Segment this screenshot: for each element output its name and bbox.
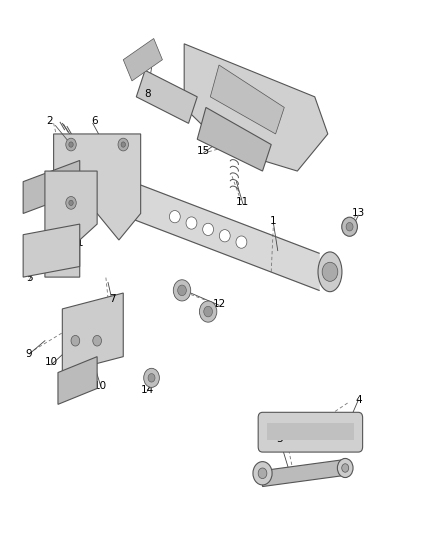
Text: 12: 12 (212, 298, 226, 309)
Text: 9: 9 (25, 349, 32, 359)
Circle shape (204, 306, 212, 317)
Text: 15: 15 (197, 146, 210, 156)
Polygon shape (123, 38, 162, 81)
Circle shape (342, 217, 357, 236)
Circle shape (148, 374, 155, 382)
Text: 10: 10 (45, 357, 58, 367)
Circle shape (253, 462, 272, 485)
Circle shape (118, 138, 128, 151)
Circle shape (93, 335, 102, 346)
Polygon shape (58, 357, 97, 405)
Circle shape (71, 335, 80, 346)
Polygon shape (97, 168, 319, 290)
Ellipse shape (186, 217, 197, 229)
Ellipse shape (219, 230, 230, 242)
Circle shape (337, 458, 353, 478)
Polygon shape (267, 423, 354, 440)
Circle shape (121, 142, 125, 147)
Text: 14: 14 (141, 384, 154, 394)
Ellipse shape (236, 236, 247, 248)
Text: 13: 13 (352, 208, 365, 219)
Text: 2: 2 (46, 116, 53, 126)
Circle shape (342, 464, 349, 472)
Text: 7: 7 (109, 294, 116, 304)
Circle shape (69, 200, 73, 206)
Circle shape (346, 222, 353, 231)
Polygon shape (210, 65, 284, 134)
Polygon shape (23, 224, 80, 277)
Polygon shape (262, 460, 341, 487)
Polygon shape (136, 70, 197, 123)
Text: 1: 1 (76, 238, 83, 248)
Circle shape (173, 280, 191, 301)
Text: 4: 4 (355, 395, 362, 405)
Text: 11: 11 (237, 197, 250, 207)
Text: 10: 10 (94, 381, 107, 391)
FancyBboxPatch shape (258, 413, 363, 452)
Circle shape (199, 301, 217, 322)
Polygon shape (53, 134, 141, 240)
Polygon shape (45, 171, 97, 277)
Polygon shape (184, 44, 328, 171)
Ellipse shape (170, 211, 180, 223)
Ellipse shape (203, 223, 214, 236)
Text: 6: 6 (92, 116, 98, 126)
Polygon shape (62, 293, 123, 373)
Circle shape (66, 138, 76, 151)
Circle shape (178, 285, 186, 296)
Circle shape (66, 197, 76, 209)
Text: 1: 1 (270, 216, 277, 227)
Circle shape (258, 468, 267, 479)
Polygon shape (197, 108, 271, 171)
Text: 3: 3 (277, 434, 283, 444)
Circle shape (69, 142, 73, 147)
Circle shape (322, 262, 338, 281)
Circle shape (144, 368, 159, 387)
Ellipse shape (318, 252, 342, 292)
Text: 8: 8 (144, 89, 151, 99)
Polygon shape (23, 160, 80, 214)
Text: 5: 5 (26, 273, 33, 283)
